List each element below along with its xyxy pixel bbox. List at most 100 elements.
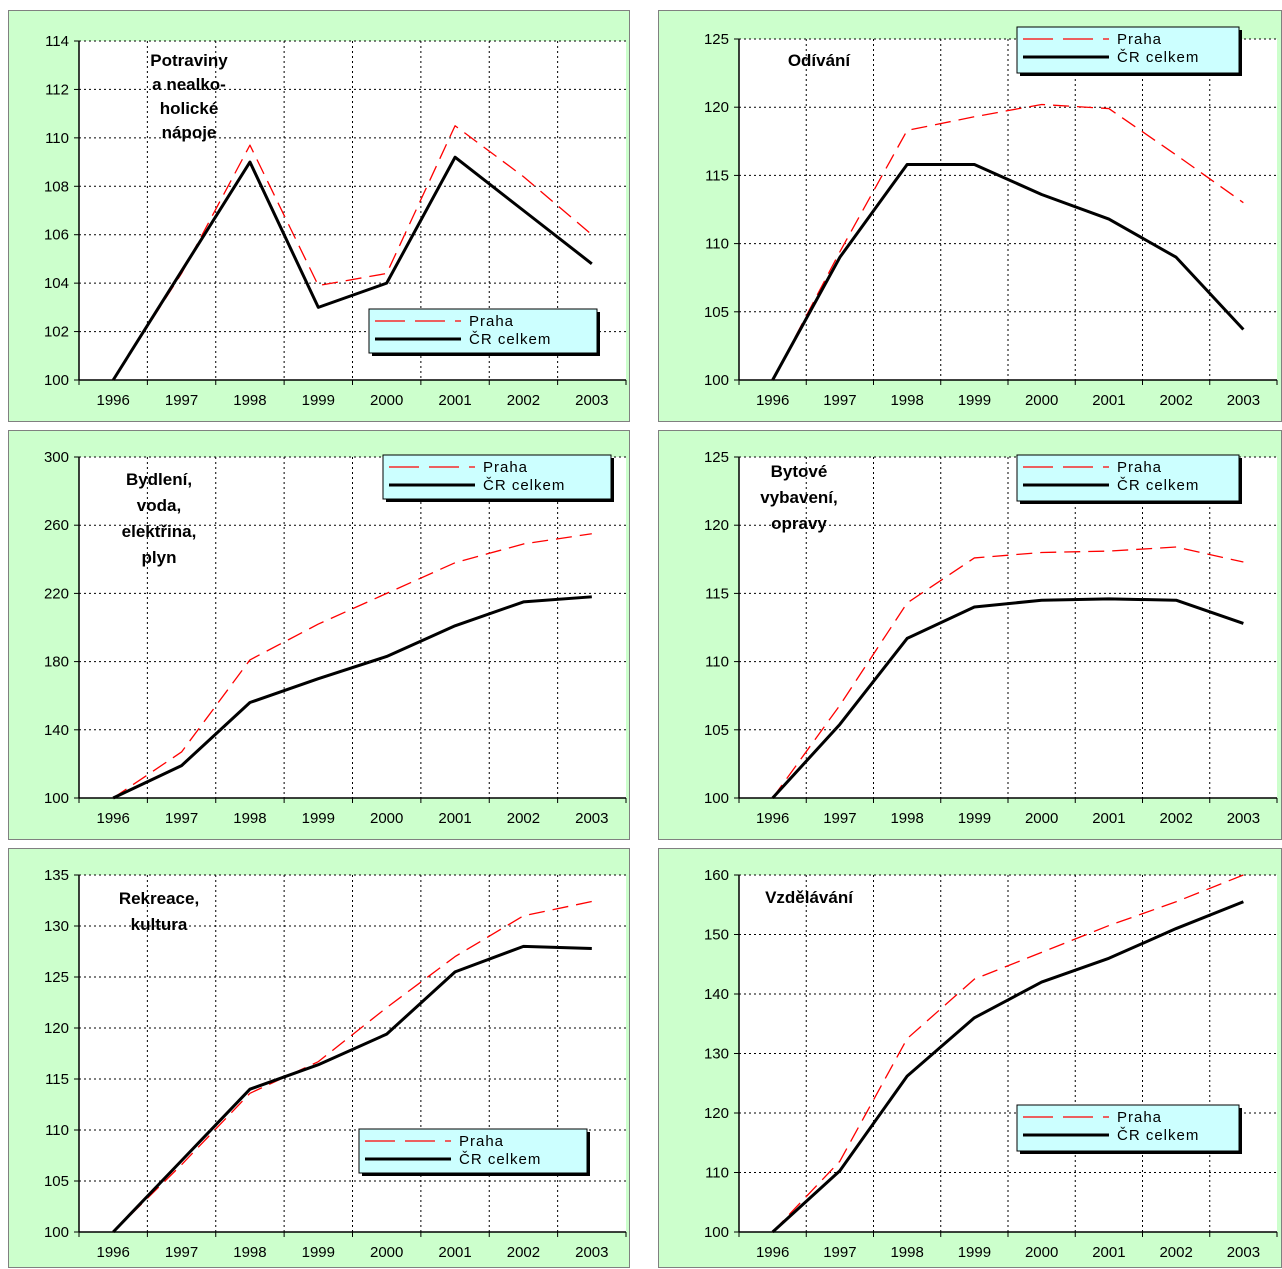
x-tick-label: 2003 bbox=[1227, 392, 1260, 409]
x-tick-label: 1998 bbox=[233, 392, 266, 409]
chart-title-line: Bytové bbox=[771, 462, 828, 481]
x-tick-label: 1996 bbox=[97, 392, 130, 409]
y-tick-label: 125 bbox=[704, 31, 729, 48]
x-tick-label: 2003 bbox=[575, 392, 608, 409]
y-tick-label: 140 bbox=[704, 986, 729, 1003]
y-tick-label: 100 bbox=[44, 1224, 69, 1241]
y-tick-label: 100 bbox=[44, 372, 69, 389]
x-tick-label: 2001 bbox=[438, 392, 471, 409]
chart-title-line: voda, bbox=[137, 496, 181, 515]
x-tick-label: 1996 bbox=[756, 392, 789, 409]
x-tick-label: 1996 bbox=[756, 810, 789, 827]
x-tick-label: 2002 bbox=[1159, 392, 1192, 409]
legend-label-cr-celkem: ČR celkem bbox=[1117, 49, 1199, 66]
y-tick-label: 100 bbox=[704, 1224, 729, 1241]
y-tick-label: 106 bbox=[44, 227, 69, 244]
y-tick-label: 130 bbox=[44, 918, 69, 935]
legend-label-cr-celkem: ČR celkem bbox=[1117, 1127, 1199, 1144]
x-tick-label: 2001 bbox=[1092, 392, 1125, 409]
x-tick-label: 1997 bbox=[823, 810, 856, 827]
x-tick-label: 2002 bbox=[1159, 1244, 1192, 1261]
chart-title-line: plyn bbox=[142, 548, 177, 567]
y-tick-label: 120 bbox=[704, 1105, 729, 1122]
y-tick-label: 260 bbox=[44, 517, 69, 534]
x-tick-label: 1998 bbox=[890, 1244, 923, 1261]
x-tick-label: 2003 bbox=[575, 810, 608, 827]
x-tick-label: 2000 bbox=[1025, 392, 1058, 409]
y-tick-label: 115 bbox=[705, 585, 729, 602]
y-tick-label: 110 bbox=[705, 1165, 729, 1182]
y-tick-label: 110 bbox=[45, 130, 69, 147]
chart-title-line: Odívání bbox=[788, 51, 852, 70]
x-tick-label: 2003 bbox=[575, 1244, 608, 1261]
chart-title-line: Rekreace, bbox=[119, 889, 199, 908]
x-tick-label: 2000 bbox=[1025, 1244, 1058, 1261]
chart-title-line: a nealko- bbox=[152, 75, 226, 94]
y-tick-label: 180 bbox=[44, 654, 69, 671]
legend-label-praha: Praha bbox=[483, 459, 528, 476]
x-tick-label: 2000 bbox=[370, 1244, 403, 1261]
x-tick-label: 2000 bbox=[370, 810, 403, 827]
legend-label-praha: Praha bbox=[459, 1133, 504, 1150]
x-tick-label: 1997 bbox=[165, 392, 198, 409]
chart-title-line: opravy bbox=[771, 514, 827, 533]
chart-title-line: nápoje bbox=[162, 123, 217, 142]
legend-label-cr-celkem: ČR celkem bbox=[459, 1151, 541, 1168]
y-tick-label: 125 bbox=[44, 969, 69, 986]
y-tick-label: 105 bbox=[704, 304, 729, 321]
y-tick-label: 102 bbox=[44, 324, 69, 341]
y-tick-label: 120 bbox=[44, 1020, 69, 1037]
y-tick-label: 105 bbox=[44, 1173, 69, 1190]
x-tick-label: 1999 bbox=[302, 810, 335, 827]
x-tick-label: 2002 bbox=[507, 392, 540, 409]
x-tick-label: 2001 bbox=[438, 1244, 471, 1261]
x-tick-label: 2002 bbox=[507, 1244, 540, 1261]
x-tick-label: 2003 bbox=[1227, 1244, 1260, 1261]
x-tick-label: 1996 bbox=[97, 810, 130, 827]
legend-label-cr-celkem: ČR celkem bbox=[483, 477, 565, 494]
legend-label-praha: Praha bbox=[1117, 459, 1162, 476]
y-tick-label: 110 bbox=[45, 1122, 69, 1139]
y-tick-label: 135 bbox=[44, 867, 69, 884]
chart-title-line: elektřina, bbox=[122, 522, 197, 541]
x-tick-label: 1996 bbox=[756, 1244, 789, 1261]
chart-title-line: holické bbox=[160, 99, 219, 118]
x-tick-label: 2000 bbox=[370, 392, 403, 409]
y-tick-label: 110 bbox=[705, 236, 729, 253]
x-tick-label: 1998 bbox=[233, 1244, 266, 1261]
x-tick-label: 1996 bbox=[97, 1244, 130, 1261]
x-tick-label: 1999 bbox=[958, 1244, 991, 1261]
y-tick-label: 125 bbox=[704, 449, 729, 466]
legend-label-praha: Praha bbox=[1117, 31, 1162, 48]
y-tick-label: 100 bbox=[704, 790, 729, 807]
chart-title-line: vybavení, bbox=[760, 488, 838, 507]
y-tick-label: 120 bbox=[704, 517, 729, 534]
chart-title-line: Vzdělávání bbox=[765, 888, 854, 907]
x-tick-label: 2002 bbox=[1159, 810, 1192, 827]
chart-title-line: Bydlení, bbox=[126, 470, 192, 489]
chart-title-line: kultura bbox=[131, 915, 188, 934]
legend-label-praha: Praha bbox=[1117, 1109, 1162, 1126]
x-tick-label: 1998 bbox=[890, 810, 923, 827]
x-tick-label: 1997 bbox=[823, 392, 856, 409]
x-tick-label: 1999 bbox=[302, 1244, 335, 1261]
y-tick-label: 300 bbox=[44, 449, 69, 466]
y-tick-label: 110 bbox=[705, 654, 729, 671]
y-tick-label: 112 bbox=[45, 81, 69, 98]
y-tick-label: 108 bbox=[44, 178, 69, 195]
